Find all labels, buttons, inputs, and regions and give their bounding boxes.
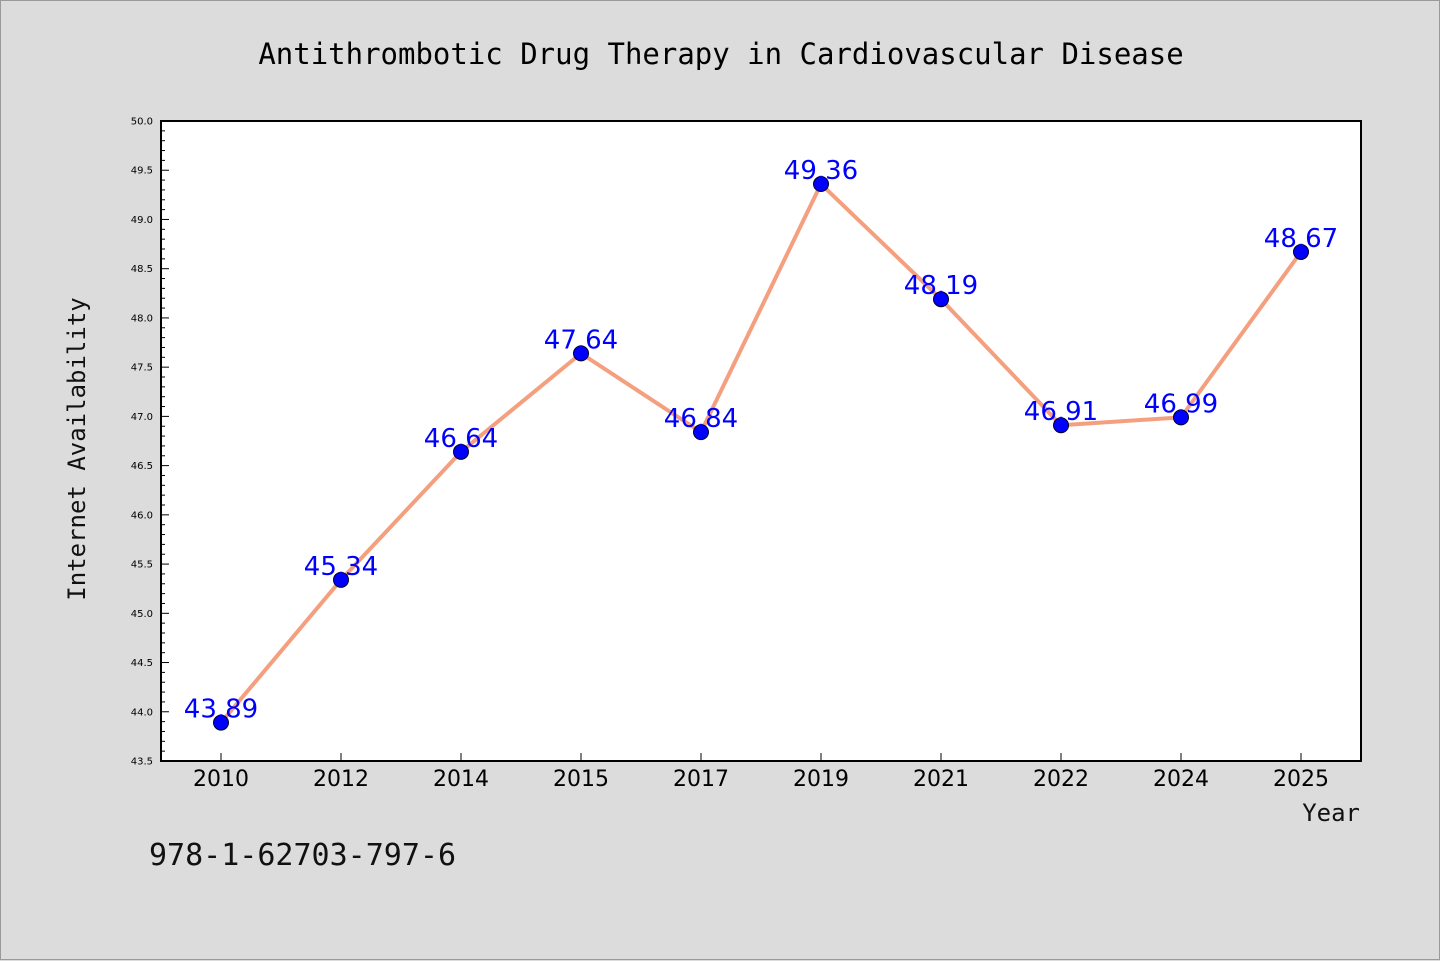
data-label: 46.91 — [1024, 397, 1098, 427]
y-tick-label: 48.5 — [131, 264, 153, 275]
data-point — [1173, 409, 1189, 426]
y-axis-label: Internet Availability — [63, 297, 91, 600]
series-line-group — [219, 182, 1303, 724]
data-point — [693, 424, 709, 441]
x-tick-label: 2021 — [913, 767, 969, 792]
y-tick-label: 46.0 — [131, 510, 153, 521]
data-label: 47.64 — [544, 325, 618, 355]
data-point — [213, 714, 229, 731]
data-point — [333, 571, 349, 588]
x-axis-label: Year — [1302, 799, 1360, 827]
y-tick-label: 44.5 — [131, 658, 153, 669]
x-tick-label: 2022 — [1033, 767, 1089, 792]
data-label: 48.67 — [1264, 224, 1338, 254]
chart-title: Antithrombotic Drug Therapy in Cardiovas… — [258, 37, 1183, 71]
y-tick-label: 43.5 — [131, 757, 153, 768]
data-point — [813, 176, 829, 193]
y-tick-label: 46.5 — [131, 461, 153, 472]
x-tick-label: 2015 — [553, 767, 609, 792]
x-axis: 2010 2012 2014 2015 2017 2019 2021 2022 2024 2025 — [193, 753, 1329, 792]
isbn-text: 978-1-62703-797-6 — [149, 838, 456, 873]
series-line — [219, 182, 1303, 724]
x-tick-label: 2012 — [313, 767, 369, 792]
data-point — [1293, 243, 1309, 260]
markers-group — [213, 176, 1309, 731]
data-point — [573, 345, 589, 362]
y-tick-label: 49.0 — [131, 215, 153, 226]
data-label: 46.84 — [664, 404, 738, 434]
data-label: 49.36 — [784, 156, 858, 186]
data-label: 46.99 — [1144, 389, 1218, 419]
data-labels-group: 43.89 45.34 46.64 47.64 46.84 49.36 48.19 46.91… — [184, 156, 1338, 725]
x-tick-label: 2010 — [193, 767, 249, 792]
data-point — [1053, 417, 1069, 434]
y-tick-label: 45.5 — [131, 560, 153, 571]
y-tick-label: 47.5 — [131, 363, 153, 374]
y-tick-label: 45.0 — [131, 609, 153, 620]
data-label: 46.64 — [424, 424, 498, 454]
data-point — [933, 291, 949, 308]
y-tick-label: 48.0 — [131, 313, 153, 324]
y-tick-label: 47.0 — [131, 412, 153, 423]
data-point — [453, 443, 469, 460]
y-tick-label: 50.0 — [131, 117, 153, 128]
x-tick-label: 2019 — [793, 767, 849, 792]
plot-area — [160, 120, 1362, 762]
x-tick-label: 2024 — [1153, 767, 1209, 792]
y-tick-label: 49.5 — [131, 166, 153, 177]
x-tick-label: 2025 — [1273, 767, 1329, 792]
data-label: 48.19 — [904, 271, 978, 301]
y-axis: 43.5 44.0 44.5 45.0 45.5 46.0 46.5 47.0 47.5 48.0… — [131, 117, 169, 768]
y-tick-label: 44.0 — [131, 707, 153, 718]
data-label: 43.89 — [184, 695, 258, 725]
x-tick-label: 2017 — [673, 767, 729, 792]
x-tick-label: 2014 — [433, 767, 489, 792]
data-label: 45.34 — [304, 552, 378, 582]
